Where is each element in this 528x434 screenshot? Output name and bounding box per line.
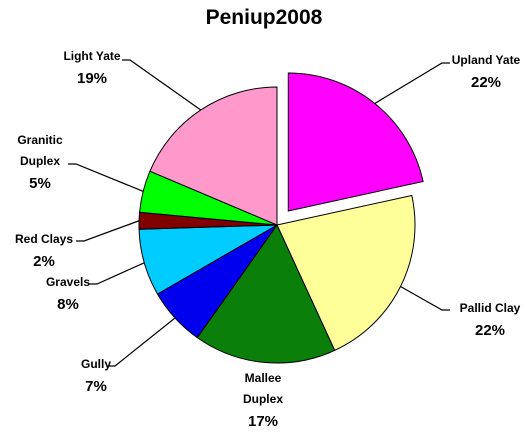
- value-label: 7%: [85, 378, 107, 395]
- pie-slice: [149, 86, 278, 226]
- value-label: 22%: [470, 74, 502, 91]
- category-label: Pallid Clay: [459, 301, 521, 315]
- value-label: 2%: [33, 253, 55, 270]
- category-label: Mallee Duplex: [242, 371, 283, 406]
- data-label: Pallid Clay 22%: [445, 298, 528, 343]
- data-label: Red Clays 2%: [9, 229, 79, 274]
- data-label: Light Yate 19%: [52, 46, 132, 91]
- category-label: Granitic Duplex: [17, 133, 63, 168]
- data-label: Mallee Duplex 17%: [228, 368, 298, 434]
- leader-line: [107, 317, 176, 367]
- leader-line: [76, 220, 140, 242]
- chart-title: Peniup2008: [205, 6, 323, 29]
- pie-slice: [276, 194, 416, 352]
- category-label: Red Clays: [14, 232, 74, 246]
- value-label: 19%: [76, 70, 108, 87]
- value-label: 17%: [247, 413, 279, 430]
- leader-line: [122, 59, 202, 111]
- value-label: 22%: [474, 322, 506, 339]
- data-label: Granitic Duplex 5%: [5, 130, 75, 196]
- category-label: Gravels: [45, 275, 91, 289]
- leader-line: [68, 163, 144, 192]
- category-label: Upland Yate: [451, 53, 521, 67]
- data-label: Gravels 8%: [38, 272, 98, 317]
- data-label: Gully 7%: [81, 354, 111, 399]
- leader-line: [374, 62, 450, 104]
- data-label: Upland Yate 22%: [436, 50, 528, 95]
- value-label: 5%: [29, 175, 51, 192]
- category-label: Gully: [81, 357, 112, 371]
- pie-slice: [287, 72, 424, 212]
- pie-slice: [196, 224, 336, 364]
- leader-line: [400, 285, 450, 311]
- value-label: 8%: [57, 296, 79, 313]
- leader-line: [89, 262, 145, 285]
- category-label: Light Yate: [63, 49, 121, 63]
